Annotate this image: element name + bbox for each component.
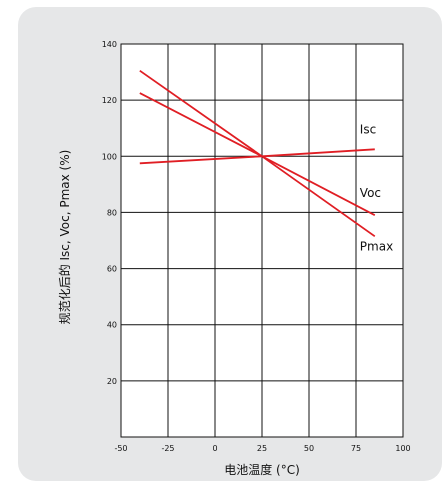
y-tick-label: 40 (107, 321, 117, 330)
x-tick-label: 75 (351, 444, 361, 453)
y-tick-label: 140 (102, 40, 117, 49)
plot-frame (120, 43, 404, 438)
series-label-voc: Voc (360, 186, 381, 200)
y-tick-label: 100 (102, 152, 117, 161)
y-tick-label: 20 (107, 377, 117, 386)
x-tick-label: -25 (161, 444, 174, 453)
x-axis-title: 电池温度 (°C) (224, 462, 300, 477)
x-tick-label: 50 (304, 444, 314, 453)
series-lines (139, 69, 376, 238)
x-tick-label: -50 (114, 444, 127, 453)
x-tick-label: 100 (395, 444, 410, 453)
grid (120, 43, 404, 438)
x-tick-label: 0 (212, 444, 217, 453)
x-tick-label: 25 (257, 444, 267, 453)
series-label-isc: Isc (360, 122, 376, 136)
series-line-pmax (139, 69, 376, 238)
y-tick-label: 60 (107, 265, 117, 274)
y-tick-label: 80 (107, 208, 117, 217)
tick-labels: -50 -25 0 25 50 75 100 20 40 60 80 100 120 140 (102, 40, 411, 453)
series-labels: Isc Voc Pmax (360, 122, 393, 253)
series-label-pmax: Pmax (360, 239, 393, 253)
y-tick-label: 120 (102, 96, 117, 105)
y-axis-title: 规范化后的 Isc, Voc, Pmax (%) (57, 150, 72, 325)
